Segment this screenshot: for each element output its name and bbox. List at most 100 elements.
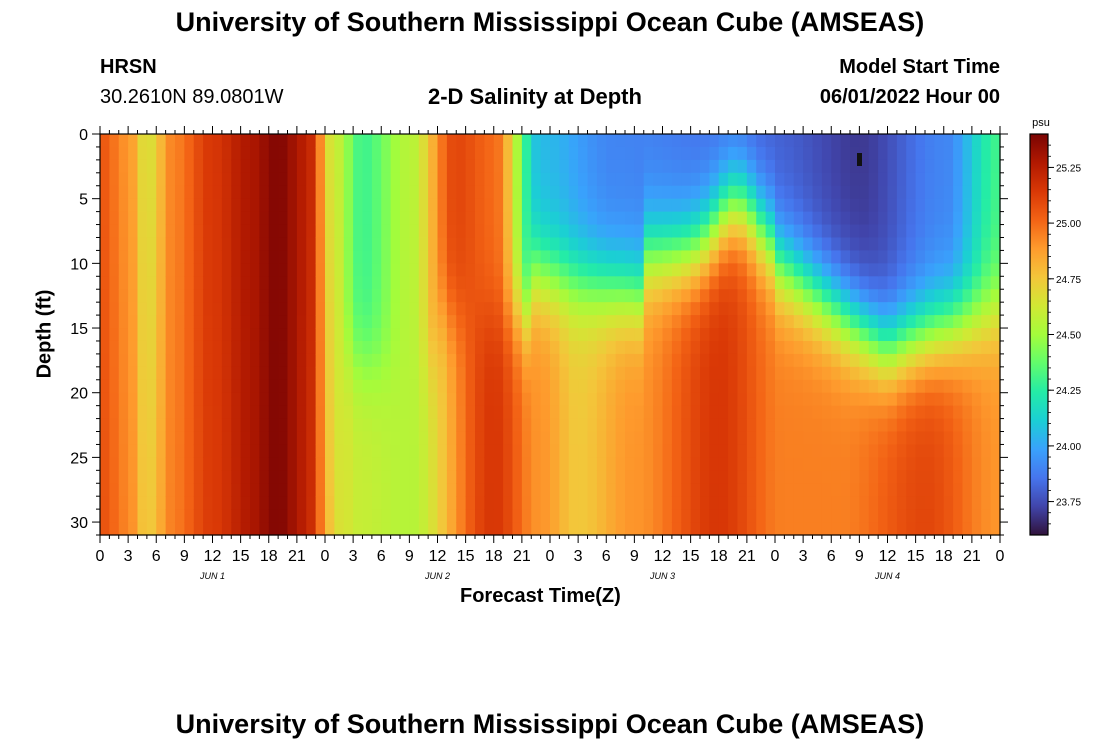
heatmap-cell xyxy=(953,496,964,510)
heatmap-cell xyxy=(840,522,851,536)
heatmap-cell xyxy=(625,250,635,264)
heatmap-cell xyxy=(859,353,870,368)
heatmap-cell xyxy=(690,496,701,510)
heatmap-cell xyxy=(709,250,720,264)
heatmap-cell xyxy=(278,392,289,407)
heatmap-cell xyxy=(212,470,223,484)
heatmap-cell xyxy=(906,237,917,252)
heatmap-cell xyxy=(962,302,973,316)
heatmap-cell xyxy=(428,289,439,303)
heatmap-cell xyxy=(146,224,157,239)
heatmap-cell xyxy=(156,379,167,394)
heatmap-cell xyxy=(943,444,954,458)
heatmap-cell xyxy=(606,457,617,471)
heatmap-cell xyxy=(578,444,589,458)
heatmap-cell xyxy=(184,470,195,484)
heatmap-cell xyxy=(334,159,345,174)
heatmap-cell xyxy=(503,198,514,213)
heatmap-cell xyxy=(118,263,129,277)
heatmap-cell xyxy=(221,315,232,329)
heatmap-cell xyxy=(625,457,635,471)
heatmap-cell xyxy=(128,483,139,497)
heatmap-cell xyxy=(400,302,410,316)
heatmap-cell xyxy=(146,211,157,226)
heatmap-cell xyxy=(381,172,392,187)
heatmap-cell xyxy=(418,379,429,394)
heatmap-cell xyxy=(278,405,289,420)
heatmap-cell xyxy=(915,457,926,471)
heatmap-cell xyxy=(334,237,345,252)
heatmap-cell xyxy=(175,289,185,303)
heatmap-cell xyxy=(634,159,645,174)
heatmap-cell xyxy=(146,315,157,329)
heatmap-cell xyxy=(728,496,739,510)
heatmap-cell xyxy=(850,159,860,174)
heatmap-cell xyxy=(315,328,326,342)
heatmap-cell xyxy=(334,289,345,303)
heatmap-cell xyxy=(212,134,223,148)
heatmap-cell xyxy=(737,509,748,523)
heatmap-cell xyxy=(268,496,279,510)
heatmap-cell xyxy=(465,444,476,458)
heatmap-cell xyxy=(971,470,982,484)
heatmap-cell xyxy=(306,146,317,161)
heatmap-cell xyxy=(371,198,382,213)
heatmap-cell xyxy=(737,418,748,433)
heatmap-cell xyxy=(231,328,242,342)
heatmap-cell xyxy=(915,379,926,394)
x-tick-label: 12 xyxy=(429,548,447,565)
heatmap-cell xyxy=(353,392,364,407)
heatmap-cell xyxy=(587,172,598,187)
heatmap-cell xyxy=(512,250,523,264)
heatmap-cell xyxy=(278,224,289,239)
heatmap-cell xyxy=(109,237,120,252)
heatmap-cell xyxy=(343,431,354,446)
heatmap-cell xyxy=(934,185,945,200)
heatmap-cell xyxy=(287,483,298,497)
heatmap-cell xyxy=(250,392,260,407)
heatmap-cell xyxy=(128,444,139,458)
heatmap-cell xyxy=(700,392,710,407)
heatmap-cell xyxy=(625,146,635,161)
heatmap-cell xyxy=(381,146,392,161)
heatmap-cell xyxy=(371,444,382,458)
heatmap-cell xyxy=(221,172,232,187)
heatmap-cell xyxy=(400,289,410,303)
heatmap-cell xyxy=(981,276,992,290)
heatmap-cell xyxy=(709,496,720,510)
heatmap-cell xyxy=(371,289,382,303)
y-tick-label: 5 xyxy=(79,192,88,209)
heatmap-cell xyxy=(437,263,448,277)
heatmap-cell xyxy=(371,366,382,381)
heatmap-cell xyxy=(390,470,401,484)
heatmap-cell xyxy=(296,328,307,342)
heatmap-cell xyxy=(746,302,757,316)
heatmap-cell xyxy=(681,483,692,497)
heatmap-cell xyxy=(953,237,964,252)
heatmap-cell xyxy=(156,224,167,239)
heatmap-cell xyxy=(465,302,476,316)
heatmap-cell xyxy=(456,444,467,458)
heatmap-cell xyxy=(671,353,682,368)
heatmap-cell xyxy=(250,509,260,523)
heatmap-cell xyxy=(137,185,148,200)
heatmap-cell xyxy=(896,276,907,290)
heatmap-cell xyxy=(709,483,720,497)
heatmap-cell xyxy=(821,315,832,329)
heatmap-cell xyxy=(100,276,110,290)
heatmap-cell xyxy=(100,263,110,277)
heatmap-cell xyxy=(521,457,532,471)
heatmap-cell xyxy=(512,340,523,355)
heatmap-cell xyxy=(765,444,776,458)
heatmap-cell xyxy=(643,470,654,484)
heatmap-cell xyxy=(934,237,945,252)
heatmap-cell xyxy=(362,470,373,484)
heatmap-cell xyxy=(371,353,382,368)
heatmap-cell xyxy=(343,276,354,290)
heatmap-cell xyxy=(662,289,673,303)
heatmap-cell xyxy=(118,302,129,316)
heatmap-cell xyxy=(746,496,757,510)
heatmap-cell xyxy=(784,315,795,329)
heatmap-cell xyxy=(456,392,467,407)
heatmap-cell xyxy=(681,379,692,394)
